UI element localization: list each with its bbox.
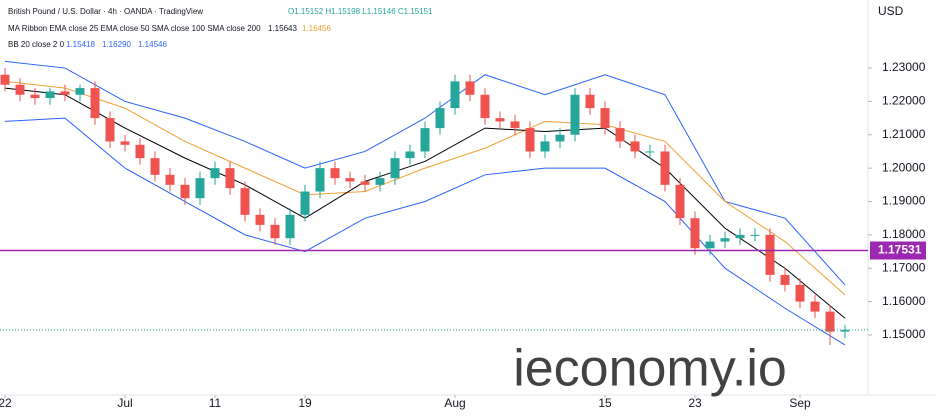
y-tick-label: 1.20000 <box>882 160 926 174</box>
y-tick-label: 1.22000 <box>882 94 926 108</box>
candle-body <box>270 224 280 239</box>
price-tag <box>870 241 926 260</box>
candle-body <box>555 134 565 142</box>
candle-body <box>450 81 460 109</box>
x-tick-label: Sep <box>789 396 811 410</box>
candle-body <box>315 168 325 192</box>
candle-body <box>600 108 610 129</box>
indicator-line <box>4 60 846 286</box>
candle-body <box>390 158 400 179</box>
candle-body <box>405 151 415 159</box>
candle-body <box>240 188 250 215</box>
ma-label: MA Ribbon EMA close 25 EMA close 50 SMA … <box>8 24 261 33</box>
candle-body <box>255 214 265 225</box>
indicator-line <box>4 80 846 296</box>
candle-body <box>675 184 685 219</box>
candle-body <box>840 329 850 332</box>
candle-body <box>75 88 85 95</box>
candle-body <box>615 128 625 142</box>
x-tick-label: 15 <box>598 396 612 410</box>
bb-label: BB 20 close 2 0 <box>8 40 65 49</box>
y-tick-label: 1.18000 <box>882 227 926 241</box>
candle-body <box>210 168 220 179</box>
candle-body <box>420 128 430 152</box>
price-tag-label: 1.17531 <box>878 243 922 257</box>
ma-value: 1.16456 <box>302 24 331 33</box>
indicator-line <box>4 87 846 319</box>
watermark: ieconomy.io <box>513 340 787 398</box>
x-tick-label: 22 <box>0 396 12 410</box>
x-tick-label: Jul <box>117 396 132 410</box>
y-tick-label: 1.19000 <box>882 194 926 208</box>
candle-body <box>525 128 535 152</box>
indicator-line <box>4 117 846 346</box>
candle-body <box>60 91 70 95</box>
candle-body <box>540 141 550 152</box>
candle-body <box>180 184 190 199</box>
bb-value: 1.16290 <box>102 40 131 49</box>
candle-body <box>285 214 295 239</box>
candle-body <box>300 191 310 215</box>
y-tick-label: 1.17000 <box>882 260 926 274</box>
candle-body <box>750 234 760 236</box>
candle-body <box>495 118 505 122</box>
bb-value: 1.14546 <box>138 40 167 49</box>
candle-body <box>780 274 790 285</box>
candle-body <box>225 168 235 189</box>
candle-body <box>120 141 130 145</box>
candle-body <box>705 241 715 249</box>
plot <box>0 60 850 346</box>
x-tick-label: Aug <box>444 396 465 410</box>
y-tick-label: 1.23000 <box>882 60 926 74</box>
candle-body <box>135 144 145 159</box>
currency: USD <box>878 4 904 18</box>
candle-body <box>45 91 55 99</box>
candle-body <box>330 168 340 179</box>
y-tick-label: 1.15000 <box>882 327 926 341</box>
candle-body <box>810 301 820 312</box>
candle-body <box>720 238 730 242</box>
candle-body <box>0 74 10 85</box>
candle-body <box>825 311 835 332</box>
candle-body <box>465 81 475 95</box>
candle-body <box>570 94 580 135</box>
candle-body <box>480 94 490 119</box>
candle-body <box>375 178 385 185</box>
candle-body <box>795 284 805 302</box>
ohlc: O1.15152 H1.15198 L1.15146 C1.15151 <box>288 7 433 16</box>
candle-body <box>360 181 370 185</box>
candle-body <box>435 108 445 129</box>
candle-body <box>585 94 595 109</box>
candle-body <box>630 141 640 152</box>
candle-body <box>690 218 700 249</box>
y-tick-label: 1.21000 <box>882 127 926 141</box>
candle-body <box>510 121 520 129</box>
symbol: British Pound / U.S. Dollar · 4h · OANDA… <box>8 7 203 16</box>
ma-value: 1.15643 <box>268 24 297 33</box>
y-tick-label: 1.16000 <box>882 294 926 308</box>
bb-value: 1.15418 <box>66 40 95 49</box>
candle-body <box>345 178 355 182</box>
candle-body <box>645 151 655 153</box>
candle-body <box>30 94 40 99</box>
candle-body <box>150 158 160 175</box>
candle-body <box>90 88 100 119</box>
x-tick-label: 23 <box>688 396 702 410</box>
candle-body <box>765 234 775 275</box>
candle-body <box>105 118 115 142</box>
candle-body <box>195 178 205 199</box>
candle-body <box>15 84 25 95</box>
candle-body <box>735 234 745 239</box>
x-tick-label: 19 <box>298 396 312 410</box>
candle-body <box>165 174 175 185</box>
candle-body <box>660 151 670 185</box>
x-tick-label: 11 <box>209 396 222 410</box>
